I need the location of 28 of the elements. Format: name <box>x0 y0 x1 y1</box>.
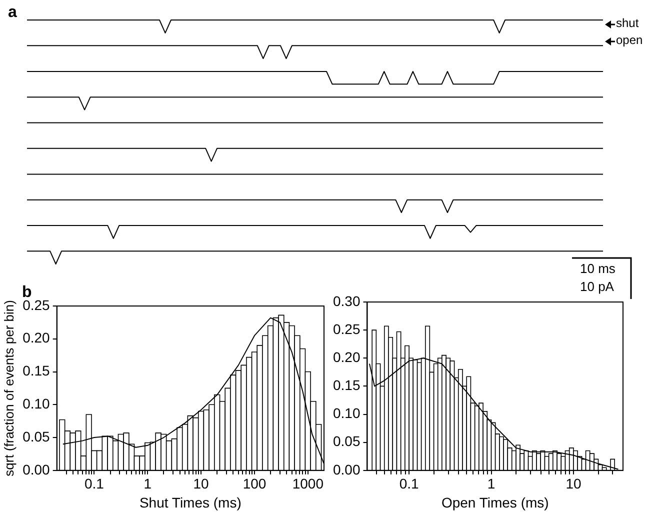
y-axis-title: sqrt (fraction of events per bin) <box>1 300 16 476</box>
y-tick-label: 0.00 <box>333 461 360 478</box>
y-tick-label: 0.10 <box>22 396 50 412</box>
y-tick-label: 0.05 <box>333 433 360 450</box>
y-tick-label: 0.25 <box>333 320 360 337</box>
x-tick-label: 1000 <box>292 476 324 492</box>
annotation: 10 ms <box>580 261 616 276</box>
text: open <box>616 33 643 47</box>
y-tick-label: 0.15 <box>333 377 360 394</box>
y-tick-label: 0.00 <box>22 461 50 478</box>
text: a <box>8 4 17 22</box>
y-tick-label: 0.20 <box>22 330 50 346</box>
x-tick-label: 10 <box>566 476 582 492</box>
y-tick-label: 0.10 <box>333 405 360 422</box>
text: shut <box>616 16 639 30</box>
x-tick-label: 10 <box>193 476 210 492</box>
x-tick-label: 0.1 <box>399 476 420 492</box>
x-axis-title: Open Times (ms) <box>441 494 549 510</box>
x-tick-label: 1 <box>487 476 496 492</box>
x-tick-label: 100 <box>242 476 266 492</box>
y-tick-label: 0.30 <box>333 292 360 309</box>
text: 10 pA <box>580 279 614 294</box>
x-tick-label: 1 <box>144 476 152 492</box>
y-tick-label: 0.05 <box>22 428 50 444</box>
x-axis-title: Shut Times (ms) <box>139 494 242 510</box>
y-tick-label: 0.20 <box>333 348 360 365</box>
y-tick-label: 0.15 <box>22 362 50 379</box>
x-tick-label: 0.1 <box>84 476 104 492</box>
